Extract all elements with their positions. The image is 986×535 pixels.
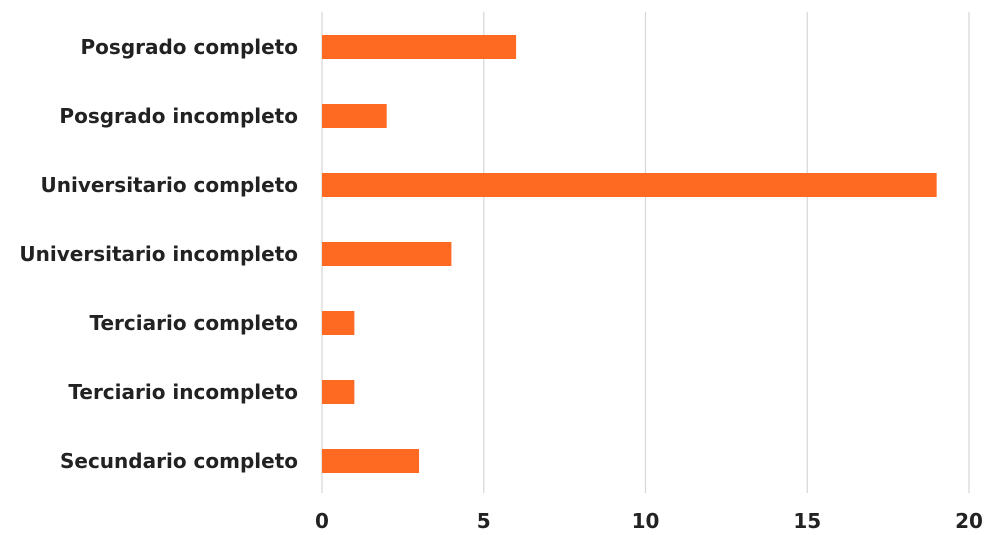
category-label: Terciario completo — [89, 311, 298, 335]
gridlines — [321, 12, 970, 493]
x-tick-label: 15 — [793, 509, 821, 533]
bar — [322, 173, 937, 197]
category-label: Posgrado incompleto — [59, 104, 298, 128]
category-label: Terciario incompleto — [68, 380, 298, 404]
category-labels: Posgrado completo Posgrado incompleto Univ… — [19, 35, 298, 473]
bar — [322, 380, 355, 404]
bar — [322, 104, 387, 128]
category-label: Posgrado completo — [81, 35, 298, 59]
bar — [322, 242, 452, 266]
x-tick-label: 0 — [315, 509, 329, 533]
bars — [322, 35, 937, 473]
x-tick-label: 10 — [632, 509, 660, 533]
category-label: Secundario completo — [60, 449, 298, 473]
x-axis-tick-labels: 0 5 10 15 20 — [315, 509, 983, 533]
x-tick-label: 20 — [955, 509, 983, 533]
x-tick-label: 5 — [477, 509, 491, 533]
bar — [322, 35, 517, 59]
bar — [322, 449, 420, 473]
category-label: Universitario incompleto — [19, 242, 298, 266]
category-label: Universitario completo — [40, 173, 298, 197]
bar — [322, 311, 355, 335]
